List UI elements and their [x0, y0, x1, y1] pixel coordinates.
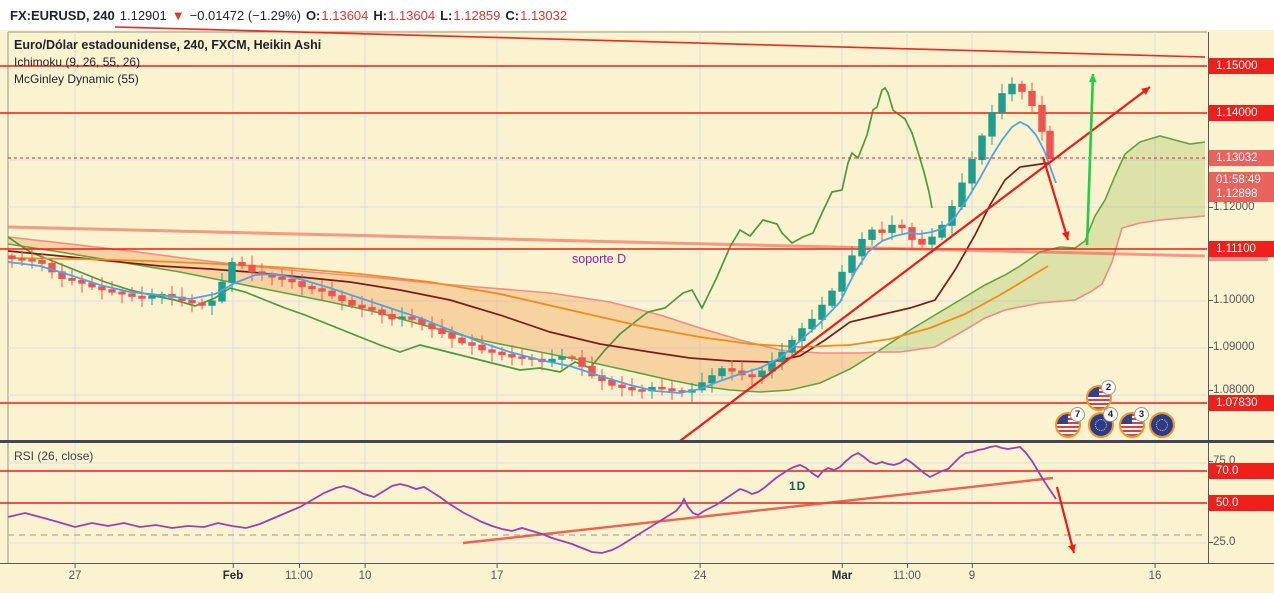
price-line-label: 50.0	[1209, 495, 1274, 511]
rsi-legend[interactable]: RSI (26, close)	[14, 449, 94, 463]
low-label: L:	[440, 7, 453, 23]
time-tick-label: 27	[68, 564, 82, 582]
symbol-label[interactable]: FX:EURUSD, 240	[10, 7, 115, 23]
time-axis[interactable]: 27 Feb 11:00 10 17 24 Mar 11:00 9 16	[0, 563, 1274, 593]
price-line-label: 1.15000	[1209, 58, 1274, 74]
pane-separator[interactable]	[0, 440, 1274, 443]
last-price: 1.12901	[119, 7, 167, 23]
time-tick-label: Mar	[831, 564, 853, 582]
current-price-label: 01:58:49	[1209, 172, 1274, 188]
event-count-badge: 2	[1101, 380, 1116, 395]
price-tick-label: 1.09000	[1209, 341, 1255, 353]
price-line-label: 70.0	[1209, 463, 1274, 479]
price-tick-label: 1.10000	[1209, 294, 1255, 306]
high-value: 1.13604	[388, 7, 436, 23]
eu-flag	[1151, 414, 1173, 436]
event-count-badge: 3	[1134, 407, 1149, 422]
timeframe-annotation[interactable]: 1D	[789, 479, 807, 493]
current-price-label: 1.13032	[1209, 150, 1274, 166]
chart-legend: Euro/Dólar estadounidense, 240, FXCM, He…	[14, 37, 321, 88]
price-line-label: 1.14000	[1209, 105, 1274, 121]
quote-bar: FX:EURUSD, 240 1.12901 ▼ −0.01472 (−1.29…	[0, 0, 1274, 30]
current-price-label: 1.12898	[1209, 186, 1274, 202]
down-arrow-icon: ▼	[171, 7, 185, 23]
ichimoku-legend[interactable]: Ichimoku (9, 26, 55, 26)	[14, 55, 141, 69]
us-event-flag-icon[interactable]: 3	[1119, 407, 1149, 438]
price-tick-label: 1.08000	[1209, 384, 1255, 396]
open-value: 1.13604	[321, 7, 369, 23]
time-tick-label: 17	[490, 564, 504, 582]
us-event-flag-icon[interactable]: 7	[1055, 407, 1085, 438]
event-count-badge: 7	[1070, 407, 1085, 422]
chart-background	[0, 30, 1274, 592]
time-tick-label: 10	[358, 564, 372, 582]
price-line-label-partial	[1209, 256, 1268, 261]
price-line-label: 1.07830	[1209, 395, 1274, 411]
time-tick-label: 24	[693, 564, 707, 582]
time-tick-label: 11:00	[285, 564, 313, 582]
time-tick-label: 16	[1148, 564, 1162, 582]
time-tick-label: Feb	[222, 564, 244, 582]
eu-event-flag-icon[interactable]	[1149, 412, 1175, 438]
chart-title[interactable]: Euro/Dólar estadounidense, 240, FXCM, He…	[14, 38, 322, 52]
price-tick-label: 25.0	[1208, 536, 1236, 548]
open-label: O:	[305, 7, 321, 23]
bottom-margin	[0, 592, 1274, 599]
price-line-label: 1.11100	[1209, 241, 1274, 257]
low-value: 1.12859	[453, 7, 501, 23]
mcginley-legend[interactable]: McGinley Dynamic (55)	[14, 72, 139, 86]
price-axis[interactable]: 1.12000 1.10000 1.09000 1.08000 75.0 25.0 1.15…	[1208, 32, 1274, 563]
time-tick-label: 11:00	[893, 564, 921, 582]
price-change: −0.01472 (−1.29%)	[189, 7, 301, 23]
support-annotation[interactable]: soporte D	[572, 252, 627, 266]
price-tick-label: 1.12000	[1209, 201, 1255, 213]
high-label: H:	[373, 7, 388, 23]
close-value: 1.13032	[520, 7, 568, 23]
event-count-badge: 4	[1103, 407, 1118, 422]
eu-event-flag-icon[interactable]: 4	[1088, 407, 1118, 438]
close-label: C:	[505, 7, 520, 23]
time-tick-label: 9	[968, 564, 976, 582]
